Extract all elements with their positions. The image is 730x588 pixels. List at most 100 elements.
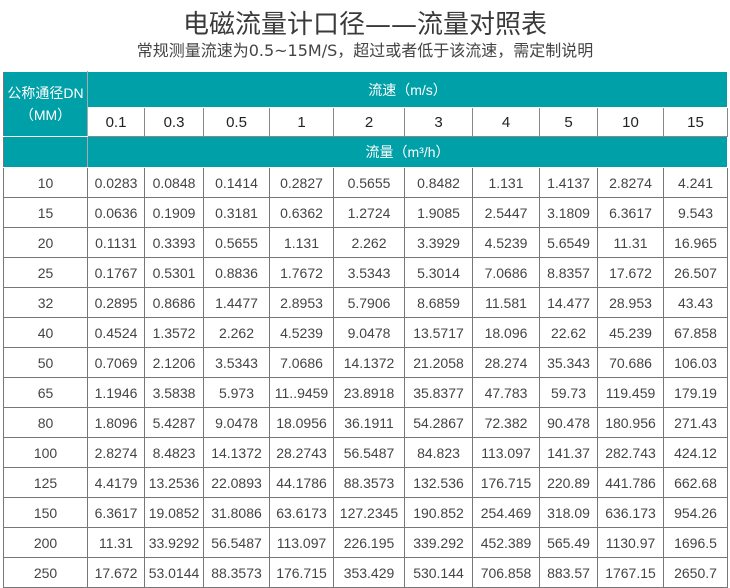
flow-cell: 45.239 xyxy=(597,317,664,348)
flow-cell: 72.382 xyxy=(472,407,540,438)
velocity-cell: 3 xyxy=(404,107,473,137)
flow-cell: 35.8377 xyxy=(404,377,473,408)
flow-cell: 44.1786 xyxy=(269,467,334,498)
table-row: 80 1.8096 5.4287 9.0478 18.0956 36.1911 54.286… xyxy=(3,407,729,438)
dn-cell: 50 xyxy=(3,347,88,378)
flow-cell: 1.9085 xyxy=(404,197,473,228)
flow-cell: 0.0636 xyxy=(87,197,145,228)
flow-cell: 18.0956 xyxy=(269,407,334,438)
flow-cell: 7.0686 xyxy=(269,347,334,378)
flow-cell: 706.858 xyxy=(472,557,540,588)
flow-cell: 28.2743 xyxy=(269,437,334,468)
flow-cell: 6.3617 xyxy=(597,197,664,228)
flow-cell: 0.0283 xyxy=(87,167,145,198)
velocity-cell: 5 xyxy=(539,107,598,137)
flow-cell: 35.343 xyxy=(539,347,598,378)
flow-cell: 22.62 xyxy=(539,317,598,348)
flow-cell: 3.5343 xyxy=(333,257,405,288)
flow-cell: 1696.5 xyxy=(662,527,729,558)
dn-header-blank xyxy=(3,136,88,168)
flow-cell: 4.241 xyxy=(662,167,729,198)
flow-cell: 8.4823 xyxy=(144,437,204,468)
flow-cell: 113.097 xyxy=(472,437,540,468)
flow-cell: 106.03 xyxy=(662,347,729,378)
velocity-cell: 0.3 xyxy=(144,107,204,137)
dn-cell: 150 xyxy=(3,497,88,528)
flow-cell: 0.8482 xyxy=(404,167,473,198)
flow-cell: 2650.7 xyxy=(662,557,729,588)
flow-cell: 11.31 xyxy=(87,527,145,558)
dn-cell: 15 xyxy=(3,197,88,228)
velocity-cell: 2 xyxy=(333,107,405,137)
flow-cell: 2.262 xyxy=(203,317,270,348)
flow-cell: 11..9459 xyxy=(269,377,334,408)
flow-cell: 0.1767 xyxy=(87,257,145,288)
flow-cell: 1130.97 xyxy=(597,527,664,558)
flow-cell: 6.3617 xyxy=(87,497,145,528)
dn-cell: 40 xyxy=(3,317,88,348)
flow-cell: 1.4137 xyxy=(539,167,598,198)
dn-cell: 80 xyxy=(3,407,88,438)
flow-cell: 271.43 xyxy=(662,407,729,438)
flow-cell: 36.1911 xyxy=(333,407,405,438)
flow-cell: 1.2724 xyxy=(333,197,405,228)
flow-cell: 1.131 xyxy=(269,227,334,258)
flow-cell: 3.1809 xyxy=(539,197,598,228)
flow-cell: 0.5655 xyxy=(333,167,405,198)
dn-cell: 100 xyxy=(3,437,88,468)
dn-cell: 65 xyxy=(3,377,88,408)
dn-cell: 32 xyxy=(3,287,88,318)
flow-cell: 43.43 xyxy=(662,287,729,318)
flow-cell: 113.097 xyxy=(269,527,334,558)
flow-cell: 254.469 xyxy=(472,497,540,528)
flow-cell: 13.5717 xyxy=(404,317,473,348)
table-row: 200 11.31 33.9292 56.5487 113.097 226.195 339.… xyxy=(3,527,729,558)
flow-cell: 7.0686 xyxy=(472,257,540,288)
flow-cell: 180.956 xyxy=(597,407,664,438)
flow-cell: 21.2058 xyxy=(404,347,473,378)
dn-cell: 20 xyxy=(3,227,88,258)
flow-cell: 9.543 xyxy=(662,197,729,228)
velocity-cell: 15 xyxy=(662,107,729,137)
flow-cell: 353.429 xyxy=(333,557,405,588)
flow-header: 流量（m³/h） xyxy=(86,136,729,168)
flow-cell: 0.1909 xyxy=(144,197,204,228)
velocity-cell: 1 xyxy=(269,107,334,137)
dn-header: 公称通径DN （MM） xyxy=(3,71,88,137)
flow-cell: 176.715 xyxy=(472,467,540,498)
flow-cell: 28.274 xyxy=(472,347,540,378)
flow-cell: 1.7672 xyxy=(269,257,334,288)
flow-cell: 424.12 xyxy=(662,437,729,468)
flow-cell: 8.6859 xyxy=(404,287,473,318)
flow-cell: 18.096 xyxy=(472,317,540,348)
flow-cell: 33.9292 xyxy=(144,527,204,558)
flow-cell: 4.5239 xyxy=(269,317,334,348)
flow-cell: 5.3014 xyxy=(404,257,473,288)
velocity-cell: 10 xyxy=(597,107,664,137)
velocity-cell: 4 xyxy=(472,107,540,137)
dn-cell: 25 xyxy=(3,257,88,288)
dn-header-line1: 公称通径DN xyxy=(7,85,84,101)
table-row: 125 4.4179 13.2536 22.0893 44.1786 88.3573 132… xyxy=(3,467,729,498)
flow-cell: 0.6362 xyxy=(269,197,334,228)
flow-cell: 441.786 xyxy=(597,467,664,498)
table-row: 65 1.1946 3.5838 5.973 11..9459 23.8918 35.837… xyxy=(3,377,729,408)
flow-cell: 14.1372 xyxy=(203,437,270,468)
flow-cell: 5.6549 xyxy=(539,227,598,258)
dn-cell: 10 xyxy=(3,167,88,198)
flow-cell: 0.1131 xyxy=(87,227,145,258)
flow-cell: 179.19 xyxy=(662,377,729,408)
flow-cell: 88.3573 xyxy=(333,467,405,498)
flow-cell: 28.953 xyxy=(597,287,664,318)
flow-cell: 16.965 xyxy=(662,227,729,258)
flow-cell: 282.743 xyxy=(597,437,664,468)
flow-cell: 70.686 xyxy=(597,347,664,378)
table-row: 20 0.1131 0.3393 0.5655 1.131 2.262 3.3929 4.52… xyxy=(3,227,729,258)
flow-cell: 132.536 xyxy=(404,467,473,498)
table-row: 25 0.1767 0.5301 0.8836 1.7672 3.5343 5.3014 7.… xyxy=(3,257,729,288)
table-row: 15 0.0636 0.1909 0.3181 0.6362 1.2724 1.9085 2.… xyxy=(3,197,729,228)
velocity-cell: 0.5 xyxy=(203,107,270,137)
dn-cell: 200 xyxy=(3,527,88,558)
flow-cell: 5.7906 xyxy=(333,287,405,318)
flow-cell: 4.5239 xyxy=(472,227,540,258)
